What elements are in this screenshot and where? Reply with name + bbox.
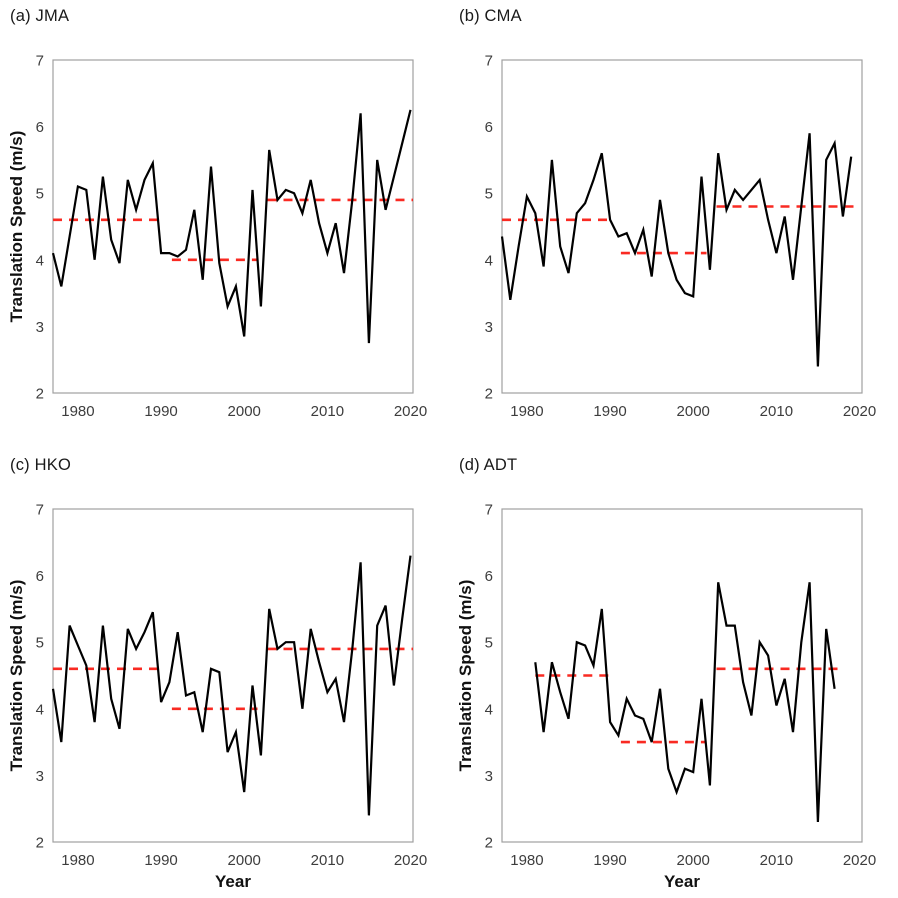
y-axis-label: Translation Speed (m/s) bbox=[7, 580, 26, 772]
panel-a-chart: 2 3 4 5 6 7 1980 1990 2000 2010 2020 Translation Sp… bbox=[7, 53, 427, 421]
x-tick-label: 1990 bbox=[144, 852, 177, 869]
y-tick-label: 6 bbox=[36, 119, 44, 136]
y-tick-label: 4 bbox=[485, 701, 493, 718]
y-axis-label: Translation Speed (m/s) bbox=[456, 580, 475, 772]
x-tick-label: 2010 bbox=[311, 852, 344, 869]
x-tick-label: 2020 bbox=[843, 852, 876, 869]
y-tick-label: 6 bbox=[485, 568, 493, 585]
x-tick-label: 1990 bbox=[144, 403, 177, 420]
y-tick-label: 3 bbox=[485, 319, 493, 336]
data-line bbox=[51, 555, 412, 816]
panel-d-title: (d) ADT bbox=[459, 456, 518, 474]
x-tick-label: 2020 bbox=[394, 852, 427, 869]
x-tick-label: 2010 bbox=[311, 403, 344, 420]
y-tick-label: 4 bbox=[36, 701, 44, 718]
x-tick-label: 2000 bbox=[677, 852, 710, 869]
y-tick-label: 5 bbox=[36, 635, 44, 652]
panel-d-chart: 2 3 4 5 6 7 1980 1990 2000 2010 2020 Translation Sp… bbox=[456, 502, 876, 892]
x-tick-label: 2020 bbox=[394, 403, 427, 420]
y-tick-label: 7 bbox=[485, 502, 493, 519]
data-line bbox=[534, 582, 836, 823]
y-axis-label: Translation Speed (m/s) bbox=[7, 131, 26, 323]
x-tick-label: 2020 bbox=[843, 403, 876, 420]
data-line bbox=[500, 133, 853, 367]
x-tick-label: 2000 bbox=[228, 852, 261, 869]
panel-d: 2 3 4 5 6 7 1980 1990 2000 2010 2020 Translation Sp… bbox=[449, 449, 898, 898]
panel-c-title: (c) HKO bbox=[10, 456, 71, 474]
x-tick-label: 1980 bbox=[61, 403, 94, 420]
data-line bbox=[51, 109, 412, 344]
y-tick-label: 5 bbox=[485, 635, 493, 652]
y-tick-label: 2 bbox=[36, 386, 44, 403]
y-tick-label: 7 bbox=[485, 53, 493, 70]
x-tick-label: 2010 bbox=[760, 403, 793, 420]
panel-a: 2 3 4 5 6 7 1980 1990 2000 2010 2020 Translation Sp… bbox=[0, 0, 449, 449]
panel-b-title: (b) CMA bbox=[459, 7, 522, 25]
x-tick-label: 2000 bbox=[228, 403, 261, 420]
x-tick-label: 1980 bbox=[510, 403, 543, 420]
x-axis-label: Year bbox=[215, 872, 251, 891]
y-tick-label: 6 bbox=[36, 568, 44, 585]
x-tick-label: 1980 bbox=[61, 852, 94, 869]
y-tick-label: 4 bbox=[485, 252, 493, 269]
y-tick-label: 3 bbox=[485, 768, 493, 785]
panel-a-title: (a) JMA bbox=[10, 7, 70, 25]
x-tick-label: 2010 bbox=[760, 852, 793, 869]
x-axis-label: Year bbox=[664, 872, 700, 891]
y-tick-label: 2 bbox=[485, 386, 493, 403]
plot-frame bbox=[52, 508, 414, 843]
panel-c-chart: 2 3 4 5 6 7 1980 1990 2000 2010 2020 Translation Sp… bbox=[7, 502, 427, 892]
y-tick-label: 3 bbox=[36, 768, 44, 785]
y-tick-label: 2 bbox=[485, 835, 493, 852]
x-tick-label: 2000 bbox=[677, 403, 710, 420]
x-tick-label: 1980 bbox=[510, 852, 543, 869]
panel-b-chart: 2 3 4 5 6 7 1980 1990 2000 2010 2020 bbox=[485, 53, 877, 421]
y-tick-label: 3 bbox=[36, 319, 44, 336]
plot-frame bbox=[52, 59, 414, 394]
y-tick-label: 5 bbox=[36, 186, 44, 203]
y-tick-label: 7 bbox=[36, 53, 44, 70]
panel-b: 2 3 4 5 6 7 1980 1990 2000 2010 2020 (b) CMA bbox=[449, 0, 898, 449]
x-tick-label: 1990 bbox=[593, 403, 626, 420]
x-tick-label: 1990 bbox=[593, 852, 626, 869]
y-tick-label: 7 bbox=[36, 502, 44, 519]
plot-frame bbox=[501, 59, 863, 394]
plot-frame bbox=[501, 508, 863, 843]
y-tick-label: 4 bbox=[36, 252, 44, 269]
y-tick-label: 6 bbox=[485, 119, 493, 136]
panel-c: 2 3 4 5 6 7 1980 1990 2000 2010 2020 Translation Sp… bbox=[0, 449, 449, 898]
y-tick-label: 2 bbox=[36, 835, 44, 852]
y-tick-label: 5 bbox=[485, 186, 493, 203]
